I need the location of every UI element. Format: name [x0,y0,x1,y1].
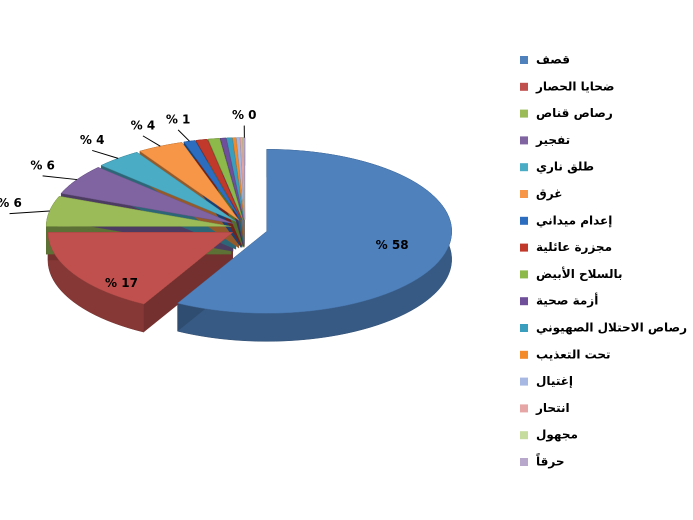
legend-swatch [520,377,528,386]
legend-swatch [520,82,528,91]
slice [219,137,244,220]
leader-line [9,210,50,215]
legend-label: قصف [536,53,570,67]
legend-swatch [520,270,528,279]
legend-swatch [520,404,528,413]
legend-swatch [520,243,528,252]
legend-label: رصاص الاحتلال الصهيوني [536,321,687,336]
data-label: % 17 [105,276,138,290]
legend-label: رصاص قناص [536,106,613,120]
leader-line [177,129,190,142]
data-label: % 6 [30,158,55,172]
legend-label: إغتيال [536,374,573,388]
data-label: % 4 [80,133,105,147]
pie-labels: % 58 % 17 % 6 % 6 % 4 % 4 % 1 % 0 [0,108,409,290]
legend-swatch [520,163,528,172]
legend-swatch [520,324,528,332]
data-label: % 58 [376,238,409,252]
legend: قصف ضحايا الحصار رصاص قناص تفجير طلق ناري غرق… [520,53,687,469]
slice [232,137,245,220]
legend-label: بالسلاح الأبيض [536,266,623,281]
data-label: % 6 [0,196,22,210]
slice [195,138,243,220]
legend-swatch [520,190,528,198]
legend-label: مجزرة عائلية [536,240,612,254]
slice [47,232,234,305]
legend-label: ضحايا الحصار [535,79,614,93]
slice [100,152,237,222]
slice [177,149,452,314]
slice [207,138,244,220]
legend-swatch [520,431,528,440]
legend-label: غرق [536,187,562,201]
slice [139,142,240,221]
legend-label: حرقاً [536,453,564,469]
legend-swatch [520,297,528,306]
leader-line [92,149,119,159]
data-label: % 1 [166,112,191,126]
legend-label: طلق ناري [536,160,594,174]
legend-label: انتحار [535,401,570,415]
legend-swatch [520,216,528,225]
legend-swatch [520,56,528,64]
legend-label: تحت التعذيب [536,347,610,361]
pie-tops [45,137,452,314]
legend-label: إعدام ميداني [536,213,612,228]
legend-label: مجهول [536,428,578,443]
legend-swatch [520,136,528,145]
legend-swatch [520,109,528,118]
legend-label: تفجير [535,133,570,147]
leader-line [142,135,161,147]
legend-swatch [520,458,528,466]
slice [226,137,245,220]
leader-line [42,175,78,181]
data-label: % 0 [232,108,257,122]
legend-swatch [520,350,528,359]
legend-label: أزمة صحية [536,293,598,308]
data-label: % 4 [131,118,156,132]
